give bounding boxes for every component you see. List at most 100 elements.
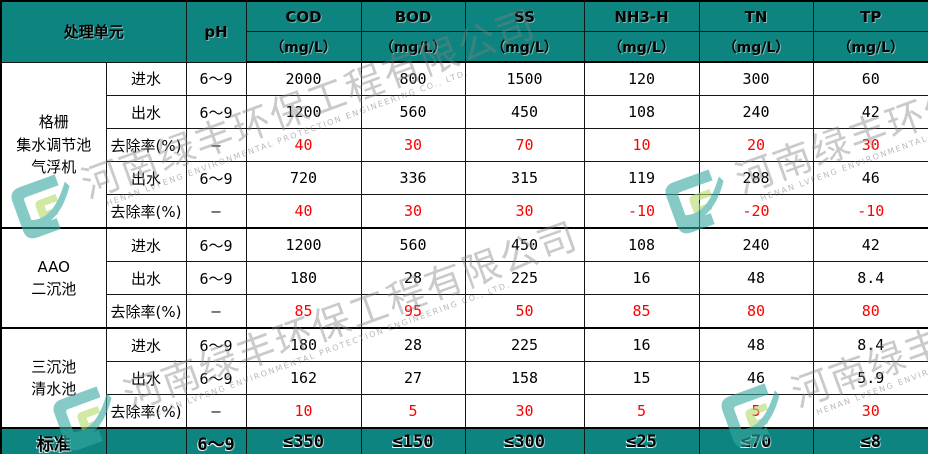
table-row: 出水 6～9 180 28 225 16 48 8.4 — [1, 261, 928, 295]
ph-cell: 6～9 — [185, 261, 247, 295]
value-cell: 28 — [360, 327, 466, 362]
value-cell: 80 — [812, 294, 928, 329]
value-cell: 30 — [360, 128, 466, 162]
value-cell: 10 — [583, 128, 700, 162]
table-row: AAO 二沉池 进水 6～9 1200 560 450 108 240 42 — [0, 227, 928, 329]
value-cell: 85 — [245, 294, 362, 329]
standard-row: 标准 6～9 ≤350 ≤150 ≤300 ≤25 ≤70 ≤8 — [0, 427, 928, 454]
ph-cell: 6～9 — [185, 161, 247, 195]
value-cell: 85 — [583, 294, 700, 329]
value-cell: 8.4 — [812, 327, 928, 362]
value-cell: 30 — [464, 194, 585, 229]
unit-group-cell: AAO 二沉池 — [0, 227, 107, 329]
header-row-2: （mg/L） （mg/L） （mg/L） （mg/L） （mg/L） （mg/L… — [1, 31, 928, 63]
row-type-cell: 进水 — [105, 227, 187, 262]
unit-group-cell: 三沉池 清水池 — [0, 327, 107, 429]
standard-value-cell: ≤70 — [698, 427, 814, 454]
value-cell: 70 — [464, 128, 585, 162]
value-cell: 800 — [360, 61, 466, 96]
value-cell: 1200 — [245, 95, 362, 129]
value-cell: 30 — [812, 128, 928, 162]
value-cell: 5.9 — [812, 361, 928, 395]
value-cell: 10 — [245, 394, 362, 429]
header-ph: pH — [185, 0, 247, 63]
value-cell: 42 — [812, 95, 928, 129]
row-type-cell: 出水 — [105, 95, 187, 129]
standard-label-cell: 标准 — [0, 427, 107, 454]
value-cell: 46 — [812, 161, 928, 195]
value-cell: 5 — [583, 394, 700, 429]
row-type-cell: 进水 — [105, 327, 187, 362]
value-cell: 336 — [360, 161, 466, 195]
header-bod-unit: （mg/L） — [360, 31, 466, 63]
value-cell: 42 — [812, 227, 928, 262]
value-cell: 120 — [583, 61, 700, 96]
value-cell: 560 — [360, 95, 466, 129]
standard-value-cell: ≤300 — [464, 427, 585, 454]
value-cell: 2000 — [245, 61, 362, 96]
value-cell: 5 — [360, 394, 466, 429]
value-cell: 240 — [698, 227, 814, 262]
value-cell: 15 — [583, 361, 700, 395]
ph-cell: — — [185, 128, 247, 162]
value-cell: 720 — [245, 161, 362, 195]
value-cell: 450 — [464, 95, 585, 129]
value-cell: 40 — [245, 128, 362, 162]
value-cell: 95 — [360, 294, 466, 329]
value-cell: 30 — [360, 194, 466, 229]
value-cell: 225 — [464, 261, 585, 295]
value-cell: 288 — [698, 161, 814, 195]
standard-empty-cell — [105, 427, 187, 454]
value-cell: 119 — [583, 161, 700, 195]
value-cell: 1200 — [245, 227, 362, 262]
table-row: 出水 6～9 162 27 158 15 46 5.9 — [1, 361, 928, 395]
value-cell: 450 — [464, 227, 585, 262]
value-cell: 5 — [698, 394, 814, 429]
value-cell: 48 — [698, 261, 814, 295]
value-cell: 180 — [245, 261, 362, 295]
value-cell: 20 — [698, 128, 814, 162]
header-cod-unit: （mg/L） — [245, 31, 362, 63]
value-cell: 48 — [698, 327, 814, 362]
value-cell: 225 — [464, 327, 585, 362]
value-cell: 30 — [464, 394, 585, 429]
row-type-cell: 去除率(%) — [105, 194, 187, 229]
ph-cell: — — [185, 394, 247, 429]
unit-group-cell: 格栅 集水调节池 气浮机 — [0, 61, 107, 229]
header-tp: TP — [812, 0, 928, 32]
table-row: 出水 6～9 720 336 315 119 288 46 — [1, 161, 928, 195]
row-type-cell: 去除率(%) — [105, 128, 187, 162]
value-cell: 158 — [464, 361, 585, 395]
ph-cell: 6～9 — [185, 227, 247, 262]
value-cell: 240 — [698, 95, 814, 129]
value-cell: 162 — [245, 361, 362, 395]
row-type-cell: 去除率(%) — [105, 394, 187, 429]
standard-value-cell: ≤8 — [812, 427, 928, 454]
table-row: 去除率(%) — 40 30 30 -10 -20 -10 — [1, 194, 928, 229]
value-cell: 50 — [464, 294, 585, 329]
value-cell: 315 — [464, 161, 585, 195]
header-cod: COD — [245, 0, 362, 32]
value-cell: 28 — [360, 261, 466, 295]
value-cell: 60 — [812, 61, 928, 96]
header-nh3h: NH3-H — [583, 0, 700, 32]
ph-cell: — — [185, 294, 247, 329]
value-cell: 80 — [698, 294, 814, 329]
value-cell: 180 — [245, 327, 362, 362]
ph-cell: — — [185, 194, 247, 229]
value-cell: -10 — [583, 194, 700, 229]
value-cell: 108 — [583, 227, 700, 262]
value-cell: 108 — [583, 95, 700, 129]
row-type-cell: 出水 — [105, 361, 187, 395]
standard-value-cell: ≤150 — [360, 427, 466, 454]
header-tn: TN — [698, 0, 814, 32]
table-row: 出水 6～9 1200 560 450 108 240 42 — [1, 95, 928, 129]
row-type-cell: 进水 — [105, 61, 187, 96]
header-nh3h-unit: （mg/L） — [583, 31, 700, 63]
value-cell: -20 — [698, 194, 814, 229]
value-cell: 27 — [360, 361, 466, 395]
value-cell: 1500 — [464, 61, 585, 96]
standard-ph-cell: 6～9 — [185, 427, 247, 454]
